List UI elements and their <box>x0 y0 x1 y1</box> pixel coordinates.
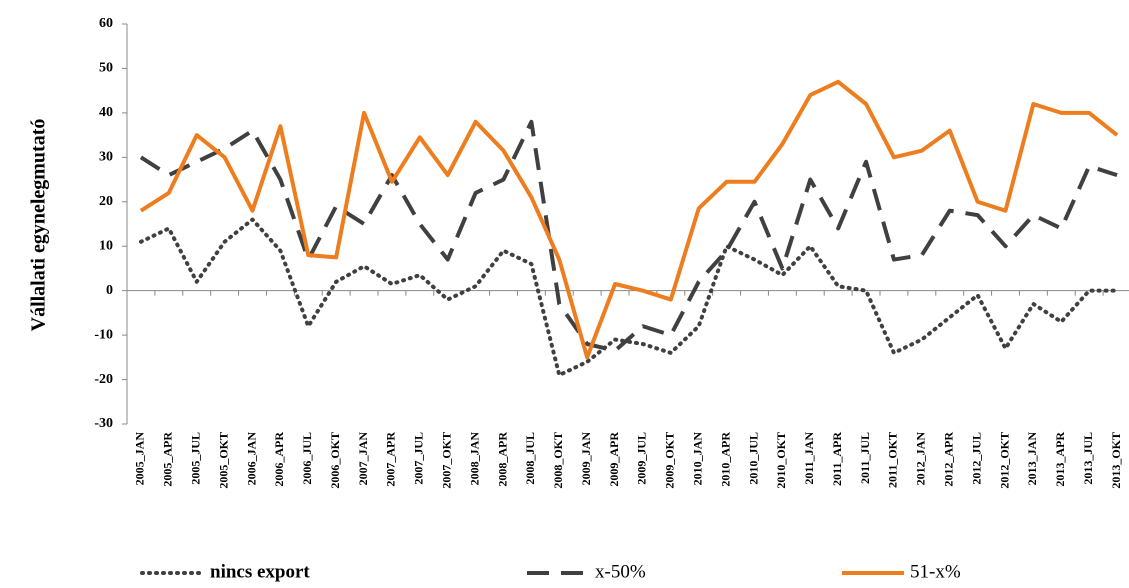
x-tick-label: 2008_OKT <box>551 432 565 489</box>
x-tick-label: 2008_JAN <box>467 432 481 486</box>
x-tick-label: 2005_OKT <box>216 432 230 489</box>
x-tick-label: 2005_JUL <box>188 432 202 485</box>
y-tick-label: 60 <box>99 16 113 31</box>
series-line <box>139 79 1119 360</box>
x-tick-label: 2009_OKT <box>663 432 677 489</box>
y-tick-label: -10 <box>94 327 113 342</box>
x-tick-label: 2006_APR <box>272 432 286 487</box>
x-tick-label: 2009_JAN <box>579 432 593 486</box>
x-tick-label: 2006_JUL <box>300 432 314 485</box>
x-tick-label: 2009_APR <box>607 432 621 487</box>
x-tick-label: 2011_JUL <box>858 432 872 484</box>
x-tick-label: 2011_OKT <box>886 432 900 488</box>
y-tick-label: 10 <box>99 238 113 253</box>
series-line <box>139 119 1118 353</box>
x-tick-label: 2011_APR <box>830 432 844 486</box>
x-tick-label: 2005_APR <box>161 432 175 487</box>
x-tick-label: 2008_JUL <box>523 432 537 485</box>
x-tick-label: 2007_JUL <box>412 432 426 485</box>
x-tick-label: 2012_JAN <box>914 432 928 486</box>
y-axis-title: Vállalati egynelegmutató <box>28 119 50 332</box>
x-tick-label: 2006_OKT <box>328 432 342 489</box>
legend-label: nincs export <box>210 561 310 582</box>
y-tick-label: 0 <box>106 283 113 298</box>
x-tick-label: 2010_JAN <box>690 432 704 486</box>
x-tick-label: 2013_OKT <box>1109 432 1123 489</box>
x-tick-label: 2012_JUL <box>969 432 983 485</box>
x-tick-label: 2011_JAN <box>802 432 816 485</box>
x-tick-label: 2007_APR <box>384 432 398 487</box>
x-tick-label: 2008_APR <box>495 432 509 487</box>
y-tick-label: -20 <box>94 372 113 387</box>
legend-label: 51-x% <box>910 561 961 582</box>
x-tick-label: 2010_APR <box>718 432 732 487</box>
y-tick-label: 20 <box>99 194 113 209</box>
x-tick-label: 2012_OKT <box>997 432 1011 489</box>
x-tick-label: 2010_JUL <box>746 432 760 485</box>
x-tick-label: 2013_JUL <box>1081 432 1095 485</box>
x-tick-label: 2013_JAN <box>1025 432 1039 486</box>
series-line <box>138 217 1120 378</box>
x-tick-label: 2007_OKT <box>439 432 453 489</box>
x-tick-label: 2006_JAN <box>244 432 258 486</box>
y-tick-label: 50 <box>99 61 113 76</box>
x-tick-label: 2007_JAN <box>356 432 370 486</box>
y-tick-label: 40 <box>99 105 113 120</box>
x-tick-label: 2005_JAN <box>133 432 147 486</box>
x-tick-label: 2013_APR <box>1053 432 1067 487</box>
legend-label: x-50% <box>595 561 646 582</box>
y-tick-label: 30 <box>99 150 113 165</box>
y-tick-label: -30 <box>94 416 113 431</box>
x-tick-label: 2010_OKT <box>774 432 788 489</box>
x-tick-label: 2009_JUL <box>635 432 649 485</box>
x-tick-label: 2012_APR <box>941 432 955 487</box>
